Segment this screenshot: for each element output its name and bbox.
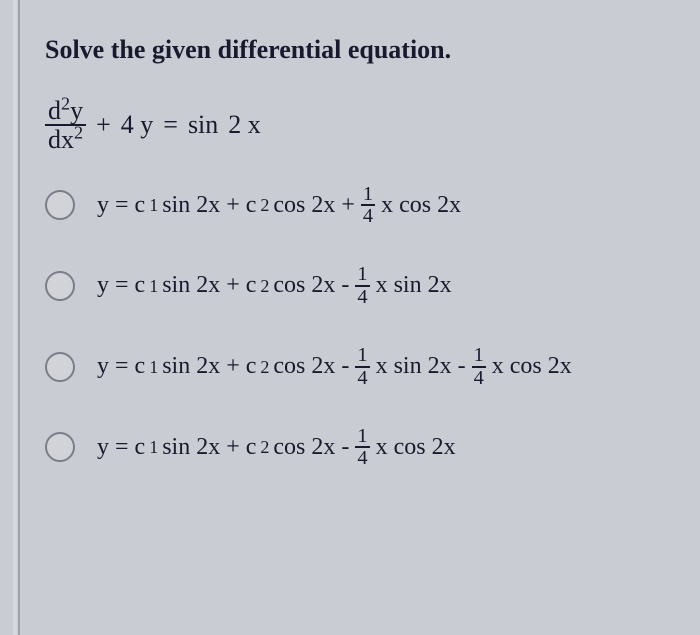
- txt: y = c: [97, 353, 145, 380]
- txt: sin 2x + c: [162, 272, 256, 299]
- txt: x cos 2x: [381, 192, 461, 219]
- option-b-text: y = c1 sin 2x + c2 cos 2x - 14 x sin 2x: [97, 264, 452, 307]
- txt: sin 2x + c: [162, 434, 256, 461]
- txt: cos 2x -: [273, 272, 349, 299]
- option-b[interactable]: y = c1 sin 2x + c2 cos 2x - 14 x sin 2x: [45, 264, 680, 307]
- equals-sign: =: [163, 110, 178, 140]
- frac-1-4: 14: [355, 264, 369, 307]
- option-d-text: y = c1 sin 2x + c2 cos 2x - 14 x cos 2x: [97, 426, 456, 469]
- frac-1-4: 14: [361, 184, 375, 227]
- question-prompt: Solve the given differential equation.: [45, 35, 680, 65]
- txt: y = c: [97, 272, 145, 299]
- frac-1-4: 14: [472, 345, 486, 388]
- radio-a[interactable]: [45, 190, 75, 220]
- txt: cos 2x -: [273, 353, 349, 380]
- option-c-text: y = c1 sin 2x + c2 cos 2x - 14 x sin 2x …: [97, 345, 572, 388]
- rhs-sin: sin: [188, 110, 218, 140]
- radio-b[interactable]: [45, 271, 75, 301]
- txt: y = c: [97, 192, 145, 219]
- num-d: d: [48, 96, 61, 125]
- txt: cos 2x +: [273, 192, 355, 219]
- txt: cos 2x -: [273, 434, 349, 461]
- txt: x cos 2x: [492, 353, 572, 380]
- rhs-2x: 2 x: [228, 110, 261, 140]
- lhs-fraction: d2y dx2: [45, 97, 86, 154]
- radio-c[interactable]: [45, 352, 75, 382]
- option-a[interactable]: y = c1 sin 2x + c2 cos 2x + 14 x cos 2x: [45, 184, 680, 227]
- option-c[interactable]: y = c1 sin 2x + c2 cos 2x - 14 x sin 2x …: [45, 345, 680, 388]
- den-dx: dx: [48, 125, 74, 154]
- answer-options: y = c1 sin 2x + c2 cos 2x + 14 x cos 2x …: [45, 184, 680, 469]
- frac-1-4: 14: [355, 345, 369, 388]
- txt: sin 2x + c: [162, 192, 256, 219]
- option-d[interactable]: y = c1 sin 2x + c2 cos 2x - 14 x cos 2x: [45, 426, 680, 469]
- plus-sign: +: [96, 110, 111, 140]
- radio-d[interactable]: [45, 432, 75, 462]
- txt: x sin 2x: [376, 272, 452, 299]
- txt: x cos 2x: [376, 434, 456, 461]
- frac-1-4: 14: [355, 426, 369, 469]
- txt: y = c: [97, 434, 145, 461]
- txt: sin 2x + c: [162, 353, 256, 380]
- coef-4y: 4 y: [121, 110, 154, 140]
- num-y: y: [70, 96, 83, 125]
- txt: x sin 2x -: [376, 353, 466, 380]
- differential-equation: d2y dx2 + 4 y = sin 2 x: [45, 97, 680, 154]
- option-a-text: y = c1 sin 2x + c2 cos 2x + 14 x cos 2x: [97, 184, 461, 227]
